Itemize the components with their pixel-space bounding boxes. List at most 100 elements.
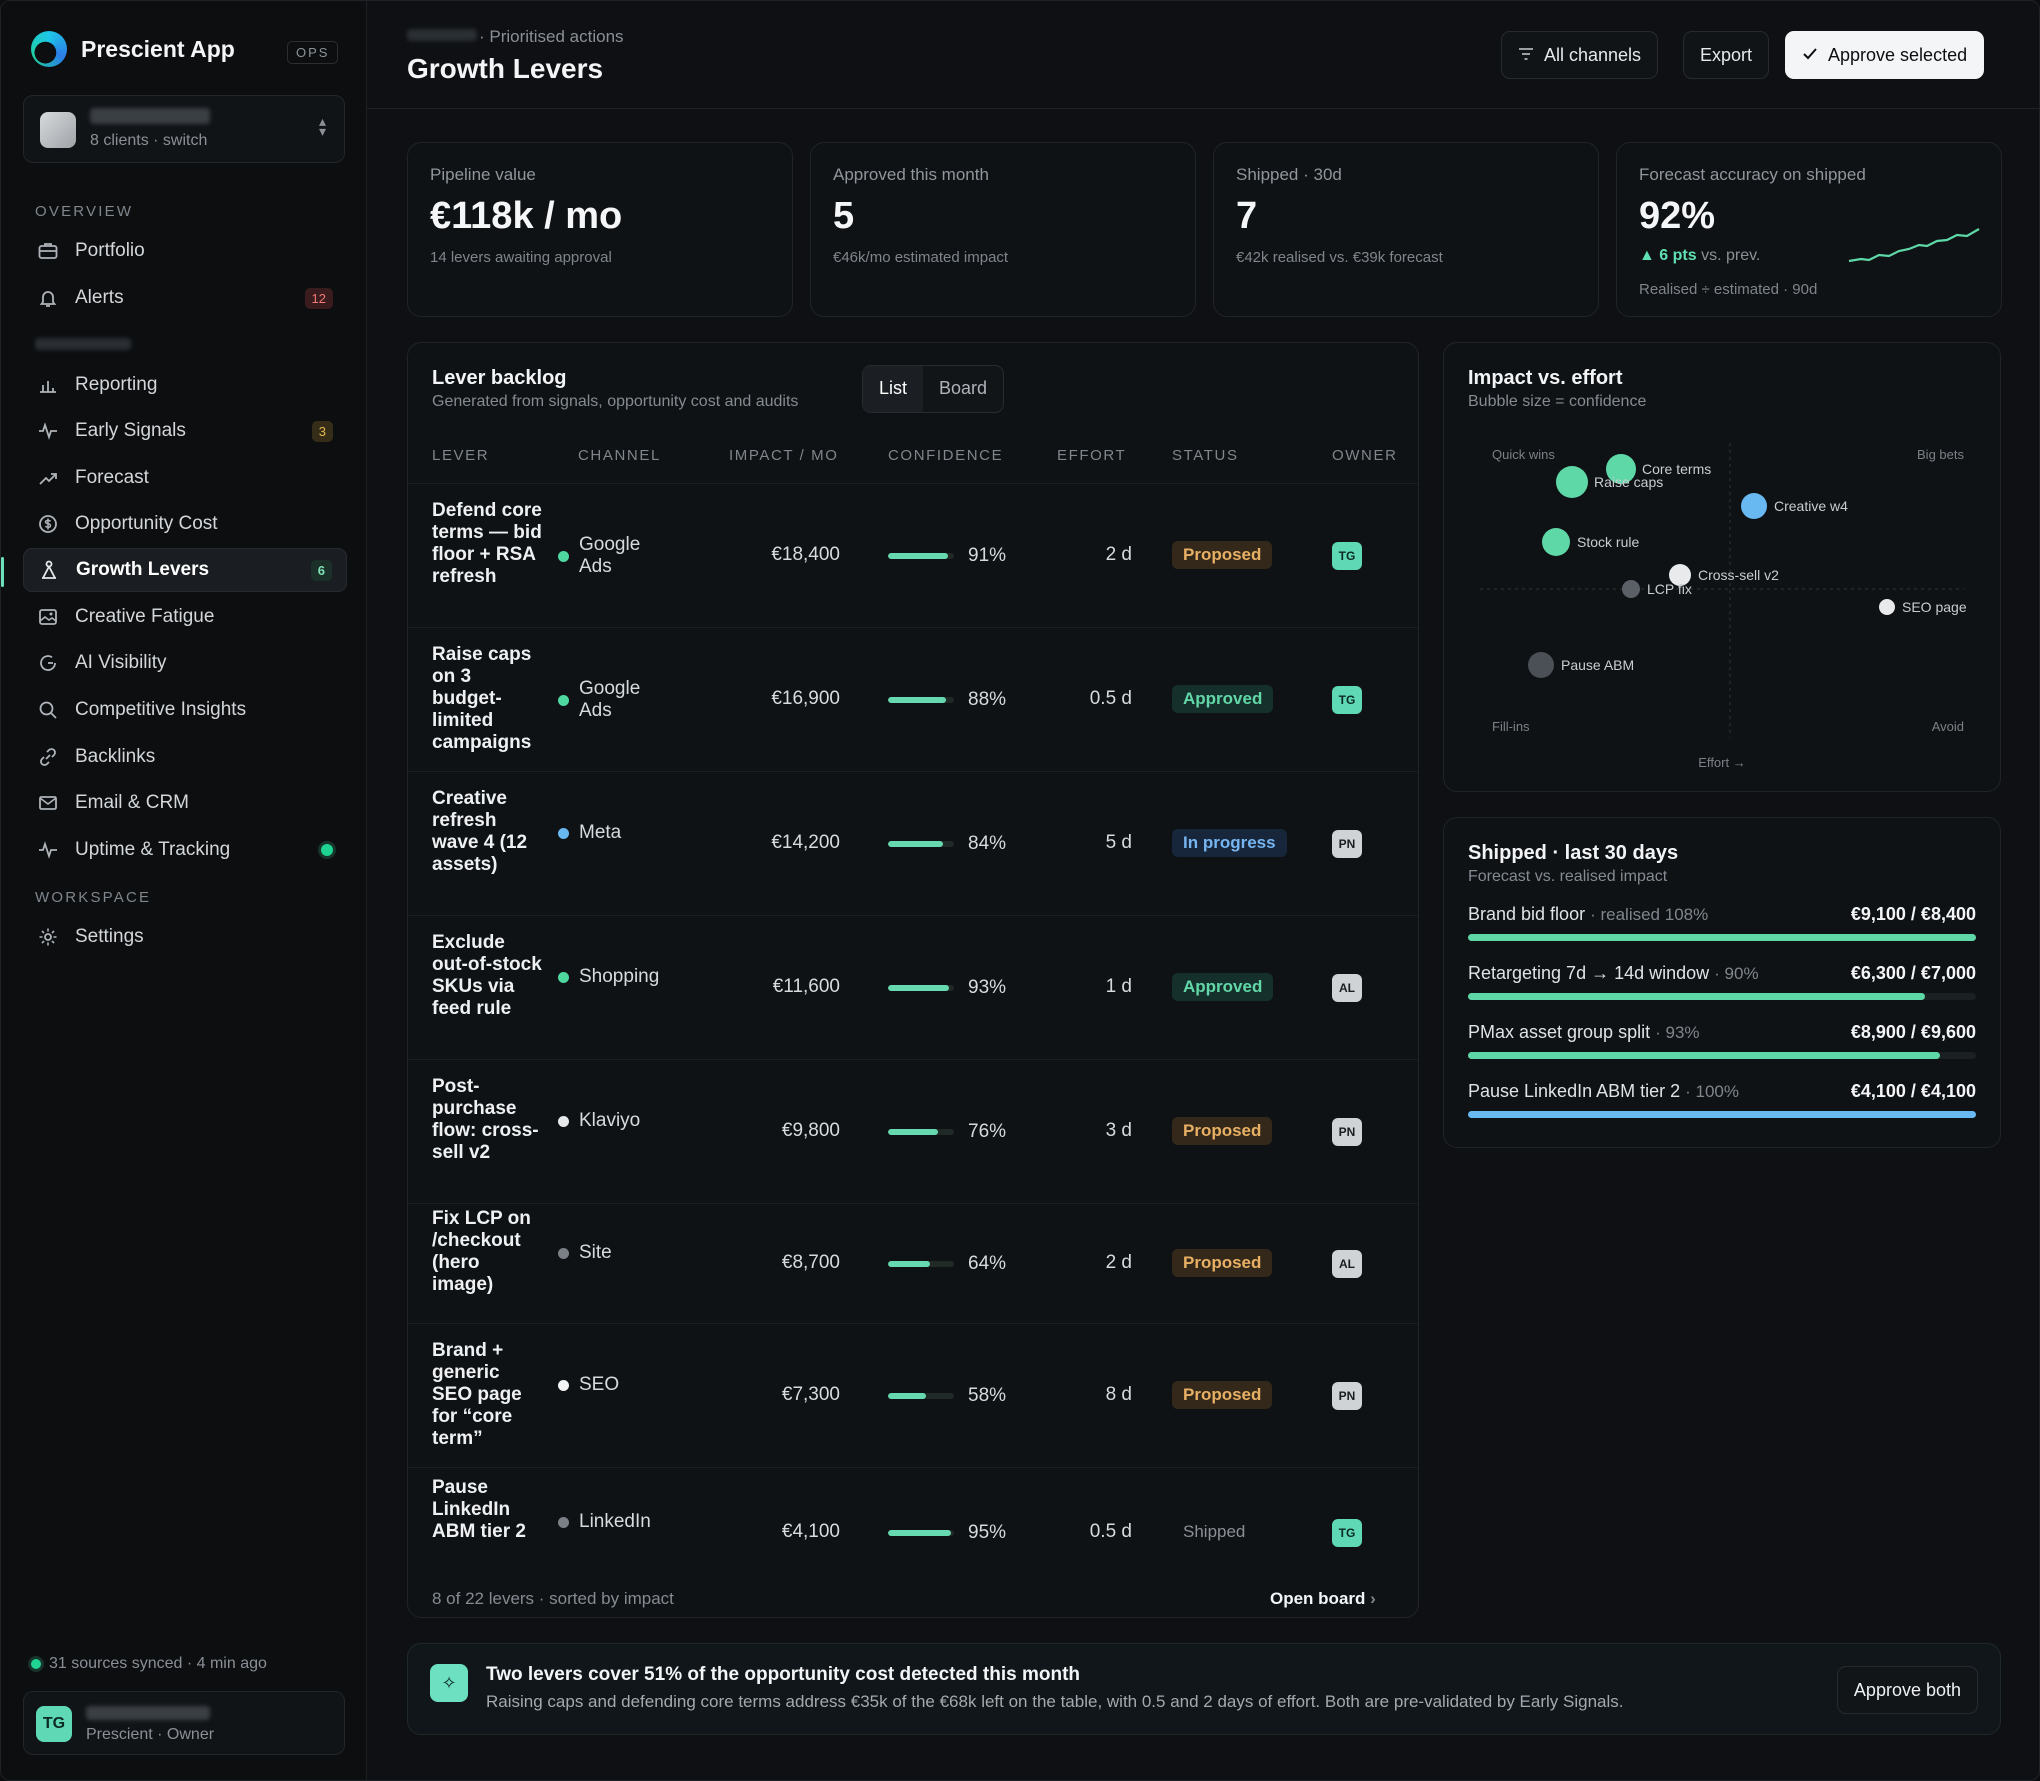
- sparkle-icon: ✧: [430, 1664, 468, 1702]
- page-header: · Prioritised actions Growth Levers All …: [367, 1, 2039, 109]
- channel-dot: [558, 827, 569, 839]
- channel-dot: [558, 1115, 569, 1127]
- confidence-bar: [888, 553, 954, 559]
- approve-selected-button[interactable]: Approve selected: [1785, 31, 1985, 79]
- sidebar-item-forecast[interactable]: Forecast: [23, 456, 347, 500]
- owner-avatar[interactable]: TG: [1332, 1519, 1362, 1547]
- table-row[interactable]: Post-purchase flow: cross-sell v2 Klaviyo…: [408, 1059, 1418, 1203]
- table-row[interactable]: Creative refresh wave 4 (12 assets) Meta €…: [408, 771, 1418, 915]
- sidebar-item-email-crm[interactable]: Email & CRM: [23, 781, 347, 825]
- sidebar-item-ai-visibility[interactable]: AI Visibility: [23, 641, 347, 685]
- recommendation-banner: ✧ Two levers cover 51% of the opportunit…: [407, 1643, 2001, 1735]
- shipped-item[interactable]: Brand bid floor · realised 108% €9,100 / …: [1468, 904, 1976, 944]
- owner-avatar[interactable]: AL: [1332, 1250, 1362, 1278]
- channel-dot: [558, 1247, 569, 1259]
- owner-avatar[interactable]: PN: [1332, 1118, 1362, 1146]
- shipped-item-bar-fill: [1468, 934, 1976, 941]
- confidence-cell: 93%: [888, 977, 1006, 999]
- link-icon: [37, 746, 59, 768]
- table-row[interactable]: Defend core terms — bid floor + RSA refr…: [408, 483, 1418, 627]
- bubble-label: Creative w4: [1774, 498, 1848, 514]
- view-list-button[interactable]: List: [863, 366, 924, 412]
- confidence-value: 64%: [968, 1253, 1007, 1274]
- shipped-item-value: €8,900 / €9,600: [1850, 1022, 1976, 1042]
- column-header[interactable]: LEVER: [432, 447, 490, 464]
- confidence-cell: 95%: [888, 1522, 1006, 1544]
- sidebar-item-alerts[interactable]: Alerts 12: [23, 276, 347, 320]
- panel-subtitle: Forecast vs. realised impact: [1468, 868, 1668, 885]
- confidence-bar: [888, 1530, 954, 1536]
- owner-avatar[interactable]: PN: [1332, 830, 1362, 858]
- channel-dot: [558, 1379, 569, 1391]
- sidebar-item-opportunity-cost[interactable]: Opportunity Cost: [23, 502, 347, 546]
- approve-both-button[interactable]: Approve both: [1836, 1666, 1978, 1714]
- sidebar-item-creative-fatigue[interactable]: Creative Fatigue: [23, 595, 347, 639]
- lever-name: Exclude out-of-stock SKUs via feed rule: [432, 932, 542, 1019]
- export-label: Export: [1700, 44, 1753, 65]
- bubble-lcp-fix[interactable]: [1622, 580, 1640, 598]
- owner-avatar[interactable]: AL: [1332, 974, 1362, 1002]
- sidebar-item-uptime-tracking[interactable]: Uptime & Tracking: [23, 828, 347, 872]
- bubble-core-terms[interactable]: [1606, 454, 1636, 484]
- sidebar-item-early-signals[interactable]: Early Signals 3: [23, 409, 347, 453]
- confidence-bar-fill: [888, 841, 944, 847]
- sidebar-item-label: Uptime & Tracking: [75, 839, 231, 860]
- bubble-pause-abm[interactable]: [1528, 652, 1554, 678]
- owner-avatar[interactable]: TG: [1332, 686, 1362, 714]
- bubble-raise-caps[interactable]: [1556, 466, 1588, 498]
- bubble-creative-w4[interactable]: [1741, 493, 1767, 519]
- shipped-item-pct: · realised 108%: [1590, 905, 1709, 924]
- shipped-panel: Shipped · last 30 days Forecast vs. real…: [1443, 817, 2001, 1148]
- column-header[interactable]: CHANNEL: [578, 447, 661, 464]
- bubble-cross-sell-v2[interactable]: [1669, 564, 1691, 586]
- channel-filter-button[interactable]: All channels: [1501, 31, 1659, 79]
- chevron-right-icon: ›: [1370, 1589, 1376, 1608]
- shipped-item[interactable]: Pause LinkedIn ABM tier 2 · 100% €4,100 /…: [1468, 1081, 1976, 1121]
- open-board-link[interactable]: Open board ›: [1270, 1589, 1376, 1609]
- channel-cell: Site: [558, 1242, 668, 1264]
- impact-value: €11,600: [772, 976, 840, 997]
- table-row[interactable]: Fix LCP on /checkout (hero image) Site €8,…: [408, 1203, 1418, 1323]
- bubble-label: SEO page: [1902, 599, 1967, 615]
- lever-name: Raise caps on 3 budget-limited campaigns: [432, 644, 532, 753]
- shipped-item-name-row: PMax asset group split · 93%: [1468, 1022, 1700, 1043]
- export-button[interactable]: Export: [1683, 31, 1770, 79]
- table-row[interactable]: Pause LinkedIn ABM tier 2 LinkedIn €4,100 9…: [408, 1467, 1418, 1597]
- sidebar-item-growth-levers[interactable]: Growth Levers 6: [23, 548, 347, 592]
- user-menu[interactable]: TG Prescient · Owner: [23, 1691, 345, 1755]
- shipped-item[interactable]: Retargeting 7d → 14d window · 90% €6,300 …: [1468, 963, 1976, 1003]
- client-avatar: [40, 112, 76, 148]
- status-badge: Proposed: [1172, 541, 1273, 569]
- column-header[interactable]: STATUS: [1172, 447, 1239, 464]
- sidebar-item-settings[interactable]: Settings: [23, 915, 347, 959]
- channel-cell: SEO: [558, 1374, 668, 1396]
- confidence-bar: [888, 697, 954, 703]
- shipped-item-value: €9,100 / €8,400: [1850, 904, 1976, 924]
- brand[interactable]: Prescient App: [31, 31, 235, 67]
- effort-value: 5 d: [1105, 832, 1132, 853]
- owner-avatar[interactable]: PN: [1332, 1382, 1362, 1410]
- sidebar-item-label: Backlinks: [75, 746, 156, 767]
- sidebar-item-competitive-insights[interactable]: Competitive Insights: [23, 688, 347, 732]
- sidebar-item-backlinks[interactable]: Backlinks: [23, 735, 347, 779]
- shipped-item[interactable]: PMax asset group split · 93% €8,900 / €9,…: [1468, 1022, 1976, 1062]
- column-header[interactable]: CONFIDENCE: [888, 447, 1004, 464]
- sidebar-item-reporting[interactable]: Reporting: [23, 363, 347, 407]
- table-row[interactable]: Raise caps on 3 budget-limited campaigns…: [408, 627, 1418, 771]
- sidebar-item-label: Reporting: [75, 374, 158, 395]
- bubble-seo-page[interactable]: [1879, 599, 1895, 615]
- column-header[interactable]: EFFORT: [1057, 447, 1127, 464]
- bubble-stock-rule[interactable]: [1542, 528, 1570, 556]
- column-header[interactable]: OWNER: [1332, 447, 1398, 464]
- table-row[interactable]: Exclude out-of-stock SKUs via feed rule S…: [408, 915, 1418, 1059]
- view-board-button[interactable]: Board: [939, 378, 988, 398]
- sidebar-item-portfolio[interactable]: Portfolio: [23, 229, 347, 273]
- owner-avatar[interactable]: TG: [1332, 542, 1362, 570]
- confidence-cell: 84%: [888, 833, 1006, 855]
- column-header[interactable]: IMPACT / MO: [729, 447, 839, 464]
- client-switcher[interactable]: 8 clients · switch ▴ ▾: [23, 95, 345, 163]
- table-row[interactable]: Brand + generic SEO page for “core term”…: [408, 1323, 1418, 1467]
- quadrant-label-fill-ins: Fill-ins: [1492, 719, 1530, 734]
- channel-label: Google Ads: [579, 534, 641, 577]
- sidebar-item-label: Competitive Insights: [75, 699, 247, 720]
